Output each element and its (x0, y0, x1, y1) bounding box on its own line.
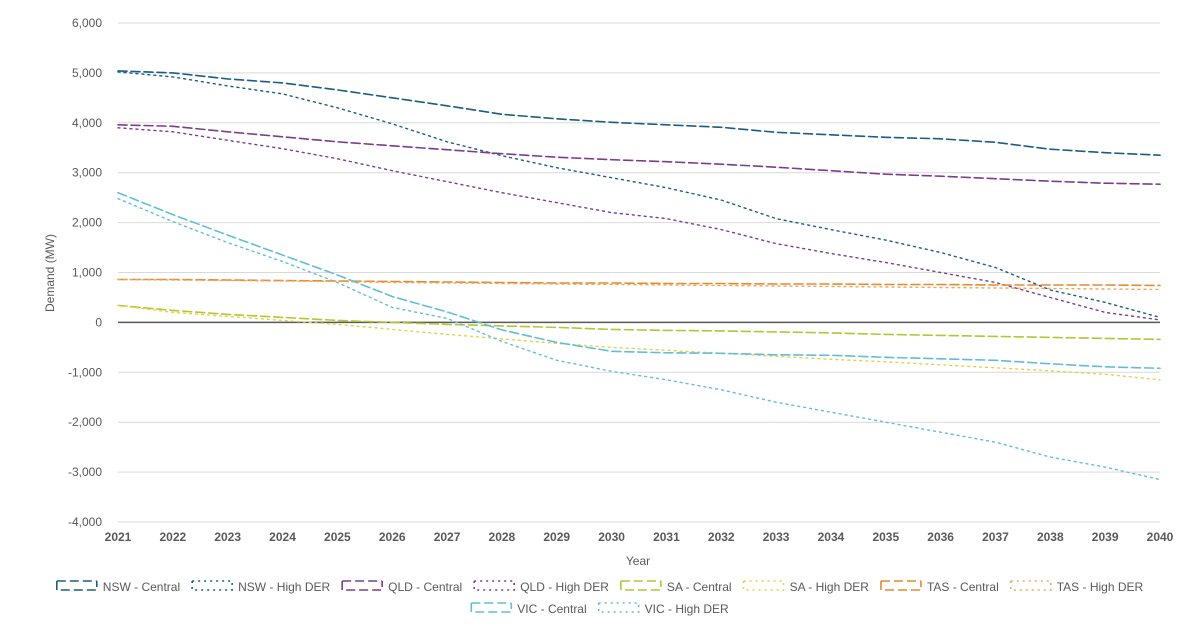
series-line-qld-high-der (117, 127, 1161, 321)
legend-swatch (1009, 581, 1052, 591)
legend-label: TAS - Central (927, 580, 999, 594)
gridlines (118, 22, 1160, 523)
x-axis-tick-labels: 2021 2022 2023 2024 2025 2026 2027 2028 2029 2030… (105, 530, 1174, 544)
legend-item: TAS - Central (880, 580, 999, 594)
legend-item: QLD - High DER (473, 580, 609, 594)
x-tick-label: 2021 (105, 530, 132, 544)
x-tick-label: 2034 (818, 530, 845, 544)
y-axis-title: Demand (MW) (43, 234, 57, 312)
x-tick-label: 2032 (708, 530, 735, 544)
y-tick-label: -4,000 (68, 515, 102, 529)
series-lines (117, 70, 1161, 481)
x-tick-label: 2040 (1147, 530, 1174, 544)
x-tick-label: 2039 (1092, 530, 1119, 544)
series-line-tas-high-der (117, 278, 1161, 291)
series-line-nsw-high-der (117, 71, 1161, 319)
x-tick-label: 2026 (379, 530, 406, 544)
y-tick-label: 4,000 (72, 116, 102, 130)
x-tick-label: 2028 (489, 530, 516, 544)
x-tick-label: 2030 (598, 530, 625, 544)
x-tick-label: 2024 (269, 530, 296, 544)
legend-swatch (470, 603, 513, 613)
legend-label: QLD - Central (388, 580, 462, 594)
legend-label: TAS - High DER (1057, 580, 1144, 594)
x-tick-label: 2029 (543, 530, 570, 544)
series-line-vic-central (117, 191, 1161, 370)
series-line-vic-high-der (117, 197, 1161, 481)
legend-swatch (880, 581, 922, 591)
y-tick-label: 1,000 (72, 266, 102, 280)
legend-label: NSW - High DER (238, 580, 330, 594)
y-tick-label: -1,000 (68, 365, 102, 379)
x-axis-title: Year (626, 554, 650, 568)
y-tick-label: -2,000 (68, 415, 102, 429)
legend-item: QLD - Central (341, 580, 462, 594)
legend-item: VIC - Central (470, 602, 587, 616)
x-tick-label: 2035 (872, 530, 899, 544)
legend-swatch (191, 581, 233, 591)
series-line-sa-central (117, 304, 1161, 341)
x-tick-label: 2025 (324, 530, 351, 544)
legend-item: TAS - High DER (1009, 580, 1144, 594)
legend-label: SA - Central (667, 580, 732, 594)
y-axis-tick-labels: 6,000 5,000 4,000 3,000 2,000 1,000 0 -1,000 -2,… (68, 16, 102, 529)
x-tick-label: 2022 (159, 530, 186, 544)
x-tick-label: 2038 (1037, 530, 1064, 544)
legend-label: QLD - High DER (520, 580, 609, 594)
y-tick-label: 0 (95, 315, 102, 329)
x-tick-label: 2033 (763, 530, 790, 544)
x-tick-label: 2027 (434, 530, 461, 544)
legend-item: NSW - High DER (191, 580, 330, 594)
legend-item: SA - High DER (742, 580, 870, 594)
x-tick-label: 2023 (214, 530, 241, 544)
y-tick-label: 6,000 (72, 16, 102, 30)
y-tick-label: 3,000 (72, 166, 102, 180)
x-tick-label: 2037 (982, 530, 1009, 544)
legend-swatch (597, 603, 640, 613)
legend-label: VIC - High DER (645, 602, 729, 616)
legend-swatch (55, 581, 98, 591)
legend: NSW - Central NSW - High DER QLD - Central… (55, 580, 1144, 616)
legend-item: NSW - Central (55, 580, 180, 594)
legend-swatch (620, 581, 662, 591)
y-tick-label: 5,000 (72, 66, 102, 80)
legend-item: SA - Central (620, 580, 732, 594)
legend-swatch (473, 581, 515, 591)
y-tick-label: 2,000 (72, 216, 102, 230)
legend-label: SA - High DER (790, 580, 870, 594)
series-line-nsw-central (117, 70, 1161, 156)
x-tick-label: 2036 (927, 530, 954, 544)
y-tick-label: -3,000 (68, 465, 102, 479)
legend-swatch (341, 581, 383, 591)
x-tick-label: 2031 (653, 530, 680, 544)
legend-swatch (742, 581, 785, 591)
series-line-sa-high-der (117, 304, 1161, 381)
legend-label: NSW - Central (103, 580, 180, 594)
legend-label: VIC - Central (517, 602, 586, 616)
series-line-qld-central (117, 124, 1161, 185)
legend-item: VIC - High DER (597, 602, 729, 616)
